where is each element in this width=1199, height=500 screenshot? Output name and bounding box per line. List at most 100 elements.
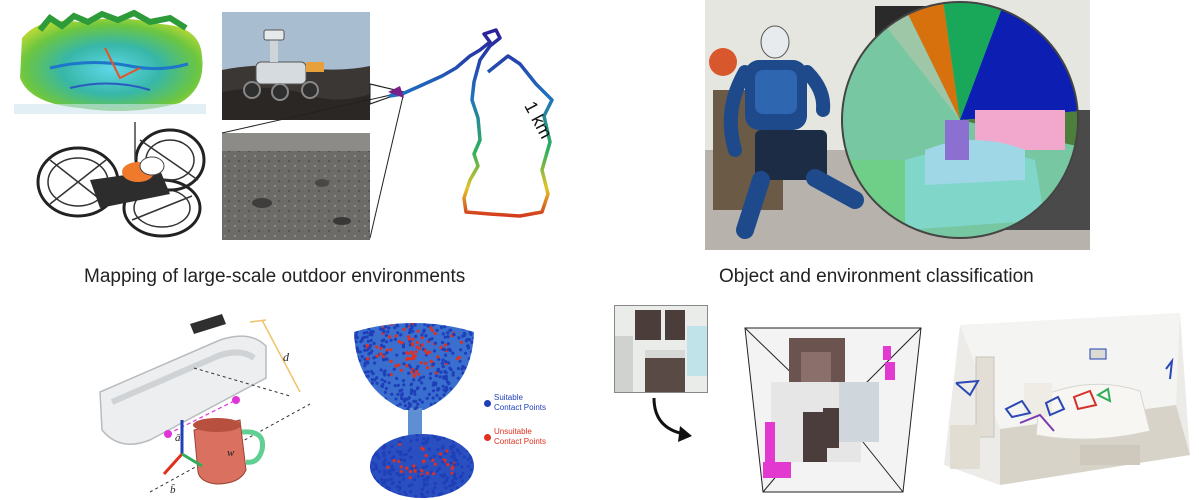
- contact-point: [419, 361, 423, 365]
- contact-point: [415, 434, 419, 437]
- contact-point: [408, 469, 412, 474]
- contact-point: [368, 391, 372, 395]
- contact-point: [470, 376, 474, 380]
- contact-point: [389, 348, 393, 352]
- contact-point: [424, 454, 428, 458]
- contact-point: [411, 329, 415, 333]
- contact-point: [466, 371, 470, 375]
- contact-point: [354, 388, 358, 392]
- contact-point: [425, 351, 429, 355]
- contact-point: [363, 375, 368, 379]
- contact-point: [371, 330, 375, 334]
- contact-point: [464, 394, 468, 398]
- contact-point: [396, 383, 400, 387]
- contact-point: [413, 494, 418, 498]
- contact-point: [376, 454, 380, 458]
- contact-point: [384, 434, 389, 437]
- contact-point: [379, 440, 383, 444]
- contact-point: [413, 469, 417, 473]
- contact-point: [464, 377, 468, 381]
- contact-point: [381, 481, 385, 485]
- contact-point: [433, 349, 437, 353]
- contact-point: [449, 488, 454, 492]
- contact-point: [451, 483, 455, 487]
- contact-point: [381, 434, 385, 437]
- contact-point: [363, 348, 367, 352]
- contact-point: [398, 442, 402, 446]
- contact-point: [400, 341, 404, 345]
- unsuitable-legend-marker: [484, 434, 491, 441]
- contact-point: [423, 495, 427, 498]
- vector-w-label: w: [227, 447, 235, 459]
- contact-point: [384, 493, 388, 497]
- contact-point: [420, 318, 423, 321]
- contact-point: [389, 323, 393, 326]
- contact-point: [405, 357, 409, 361]
- contact-point: [429, 326, 433, 330]
- suitable-legend-label: Suitable Contact Points: [494, 393, 546, 413]
- contact-point: [421, 375, 426, 379]
- contact-point: [423, 320, 426, 323]
- contact-point: [366, 370, 370, 374]
- contact-point: [466, 317, 469, 320]
- contact-point: [396, 392, 400, 396]
- contact-point: [392, 434, 396, 437]
- contact-point: [455, 435, 459, 439]
- contact-point: [405, 323, 409, 327]
- contact-point: [469, 460, 473, 464]
- contact-point: [390, 392, 394, 396]
- contact-point: [393, 337, 397, 341]
- contact-point: [430, 434, 435, 436]
- contact-point: [431, 323, 435, 327]
- contact-point: [409, 439, 413, 443]
- contact-point: [424, 334, 428, 338]
- contact-point: [428, 350, 432, 354]
- contact-point: [393, 326, 397, 330]
- contact-point: [370, 378, 374, 382]
- contact-point: [404, 493, 408, 497]
- contact-point: [360, 319, 363, 322]
- contact-point: [371, 372, 375, 376]
- contact-point: [411, 343, 415, 347]
- contact-point: [420, 469, 424, 473]
- contact-point: [402, 327, 406, 331]
- contact-point: [364, 396, 368, 400]
- contact-point: [446, 323, 450, 326]
- contact-point: [355, 349, 360, 354]
- contact-point: [375, 354, 379, 358]
- contact-point: [442, 376, 446, 380]
- contact-point: [431, 489, 435, 493]
- contact-point: [443, 495, 447, 498]
- contact-point: [442, 473, 446, 477]
- contact-point: [439, 345, 443, 349]
- contact-point: [425, 440, 429, 444]
- contact-point: [433, 341, 438, 345]
- contact-point: [382, 330, 386, 334]
- contact-point: [463, 441, 467, 445]
- contact-point: [431, 363, 435, 367]
- contact-point: [363, 323, 367, 327]
- classification-caption: Object and environment classification: [719, 266, 1034, 287]
- 3d-kitchen-reconstruction-image: [743, 322, 923, 498]
- contact-point: [422, 459, 426, 463]
- contact-point: [418, 346, 422, 350]
- contact-point: [444, 374, 448, 378]
- contact-point: [387, 326, 391, 330]
- contact-point: [370, 396, 374, 400]
- contact-point: [429, 470, 433, 474]
- contact-point: [396, 449, 400, 453]
- contact-point: [433, 486, 437, 490]
- contact-point: [379, 352, 383, 356]
- contact-point: [442, 401, 447, 405]
- contact-point: [410, 483, 414, 487]
- contact-point: [385, 357, 389, 361]
- contact-point: [399, 469, 403, 474]
- contact-point: [428, 376, 432, 380]
- contact-point: [354, 361, 356, 365]
- contact-point: [412, 357, 416, 361]
- contact-point: [402, 383, 406, 387]
- contact-point: [355, 365, 360, 369]
- contact-point: [468, 448, 472, 452]
- contact-point: [427, 447, 431, 451]
- contact-point: [470, 363, 474, 367]
